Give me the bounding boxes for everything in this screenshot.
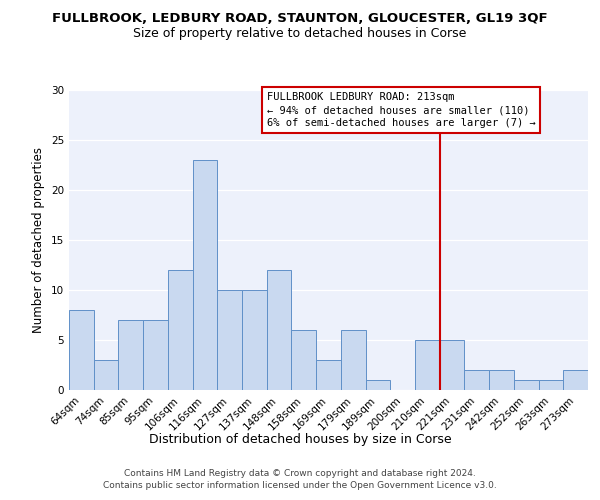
Bar (143, 320, 168, 390)
Bar (415, 340, 440, 390)
Bar (489, 370, 514, 390)
Bar (341, 330, 365, 390)
Bar (118, 320, 143, 390)
Bar (94, 360, 118, 390)
Bar (316, 360, 341, 390)
Bar (563, 370, 588, 390)
Bar (168, 270, 193, 390)
Y-axis label: Number of detached properties: Number of detached properties (32, 147, 46, 333)
Bar (69, 310, 94, 390)
Text: FULLBROOK LEDBURY ROAD: 213sqm
← 94% of detached houses are smaller (110)
6% of : FULLBROOK LEDBURY ROAD: 213sqm ← 94% of … (267, 92, 535, 128)
Text: Distribution of detached houses by size in Corse: Distribution of detached houses by size … (149, 432, 451, 446)
Bar (440, 340, 464, 390)
Text: Contains HM Land Registry data © Crown copyright and database right 2024.: Contains HM Land Registry data © Crown c… (124, 469, 476, 478)
Bar (365, 380, 390, 390)
Bar (193, 160, 217, 390)
Bar (292, 330, 316, 390)
Text: Size of property relative to detached houses in Corse: Size of property relative to detached ho… (133, 28, 467, 40)
Text: FULLBROOK, LEDBURY ROAD, STAUNTON, GLOUCESTER, GL19 3QF: FULLBROOK, LEDBURY ROAD, STAUNTON, GLOUC… (52, 12, 548, 26)
Bar (464, 370, 489, 390)
Bar (217, 290, 242, 390)
Bar (539, 380, 563, 390)
Bar (242, 290, 267, 390)
Text: Contains public sector information licensed under the Open Government Licence v3: Contains public sector information licen… (103, 481, 497, 490)
Bar (267, 270, 292, 390)
Bar (514, 380, 539, 390)
